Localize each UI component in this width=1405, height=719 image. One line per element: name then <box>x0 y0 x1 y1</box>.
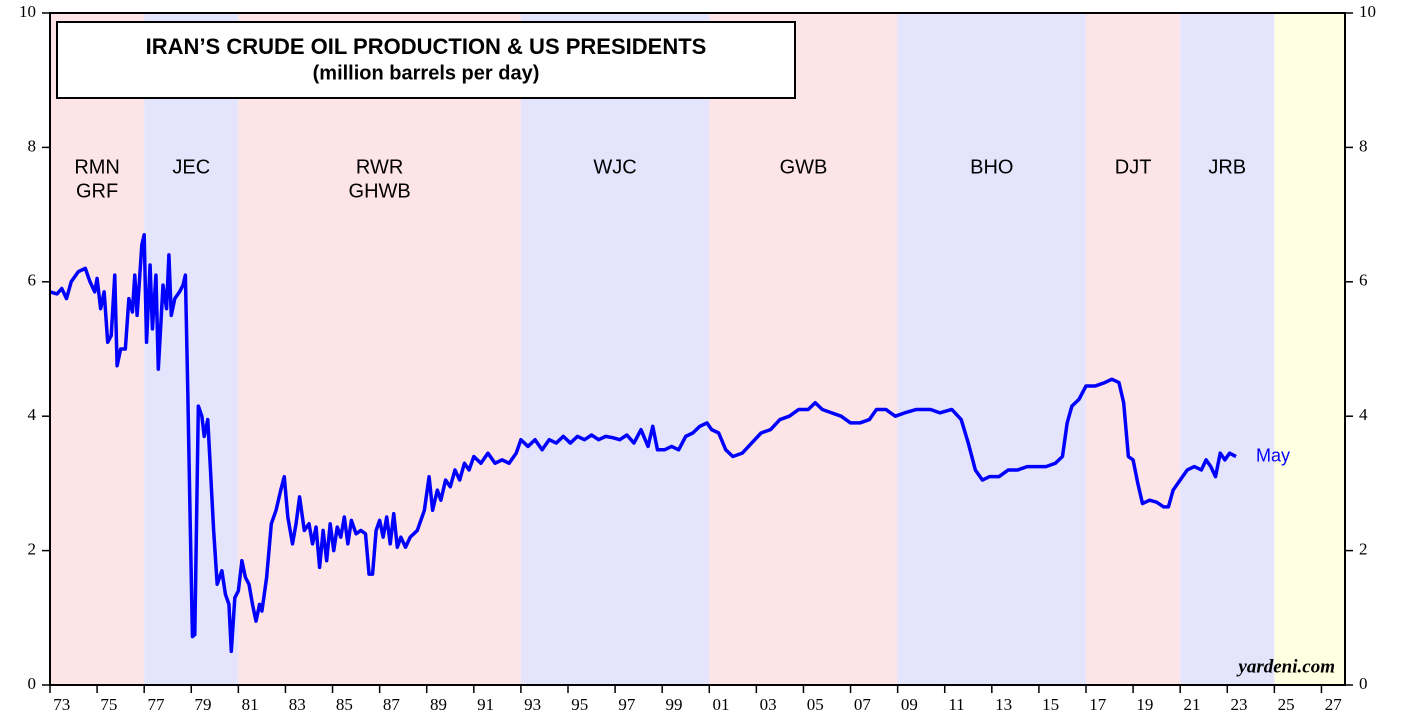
x-tick-label: 93 <box>524 695 541 714</box>
president-label: DJT <box>1115 156 1152 178</box>
x-tick-label: 01 <box>713 695 730 714</box>
y-tick-label: 2 <box>28 540 37 559</box>
y2-tick-label: 8 <box>1359 136 1368 155</box>
x-tick-label: 75 <box>100 695 117 714</box>
y-tick-label: 8 <box>28 136 37 155</box>
x-tick-label: 11 <box>948 695 964 714</box>
x-tick-label: 03 <box>760 695 777 714</box>
president-label: RWR <box>356 156 403 178</box>
x-tick-label: 07 <box>854 695 872 714</box>
president-label: JEC <box>172 156 210 178</box>
x-tick-label: 77 <box>147 695 165 714</box>
x-tick-label: 73 <box>53 695 70 714</box>
x-tick-label: 09 <box>901 695 918 714</box>
title-box <box>56 21 796 99</box>
y-tick-label: 10 <box>19 2 36 21</box>
president-label: JRB <box>1208 156 1246 178</box>
x-tick-label: 21 <box>1183 695 1200 714</box>
forecast-band <box>1274 13 1345 685</box>
x-tick-label: 27 <box>1325 695 1343 714</box>
x-tick-label: 89 <box>430 695 447 714</box>
x-tick-label: 97 <box>618 695 636 714</box>
president-band <box>50 13 145 685</box>
president-label: BHO <box>970 156 1013 178</box>
y-tick-label: 4 <box>28 405 37 424</box>
president-band <box>1086 13 1181 685</box>
y2-tick-label: 2 <box>1359 540 1368 559</box>
president-label: GHWB <box>349 180 411 202</box>
chart-subtitle: (million barrels per day) <box>313 62 540 84</box>
y2-tick-label: 10 <box>1359 2 1376 21</box>
president-band <box>709 13 898 685</box>
president-band <box>238 13 521 685</box>
president-label: WJC <box>593 156 636 178</box>
y2-tick-label: 6 <box>1359 271 1368 290</box>
x-tick-label: 79 <box>195 695 212 714</box>
data-line <box>49 233 1237 654</box>
x-tick-label: 05 <box>807 695 824 714</box>
x-tick-label: 87 <box>383 695 401 714</box>
plot: May <box>49 233 1290 654</box>
x-tick-label: 85 <box>336 695 353 714</box>
y2-tick-label: 0 <box>1359 674 1368 693</box>
source: yardeni.com <box>1236 656 1335 677</box>
x-tick-label: 15 <box>1042 695 1059 714</box>
x-tick-label: 17 <box>1089 695 1107 714</box>
y-tick-label: 6 <box>28 271 37 290</box>
x-tick-label: 83 <box>289 695 306 714</box>
x-tick-label: 25 <box>1278 695 1295 714</box>
president-label: RMN <box>74 156 120 178</box>
president-band <box>520 13 710 685</box>
end-label: May <box>1256 445 1290 465</box>
x-tick-label: 81 <box>242 695 259 714</box>
x-tick-label: 23 <box>1231 695 1248 714</box>
y-tick-label: 0 <box>28 674 37 693</box>
chart-title: IRAN’S CRUDE OIL PRODUCTION & US PRESIDE… <box>146 34 707 59</box>
y2-tick-label: 4 <box>1359 405 1368 424</box>
x-tick-label: 13 <box>995 695 1012 714</box>
x-tick-label: 95 <box>571 695 588 714</box>
president-label: GRF <box>76 180 118 202</box>
president-band <box>1180 13 1275 685</box>
x-tick-label: 19 <box>1136 695 1153 714</box>
x-tick-label: 99 <box>665 695 682 714</box>
president-label: GWB <box>780 156 828 178</box>
x-tick-label: 91 <box>477 695 494 714</box>
plot-frame <box>49 12 1346 686</box>
president-band <box>897 13 1086 685</box>
